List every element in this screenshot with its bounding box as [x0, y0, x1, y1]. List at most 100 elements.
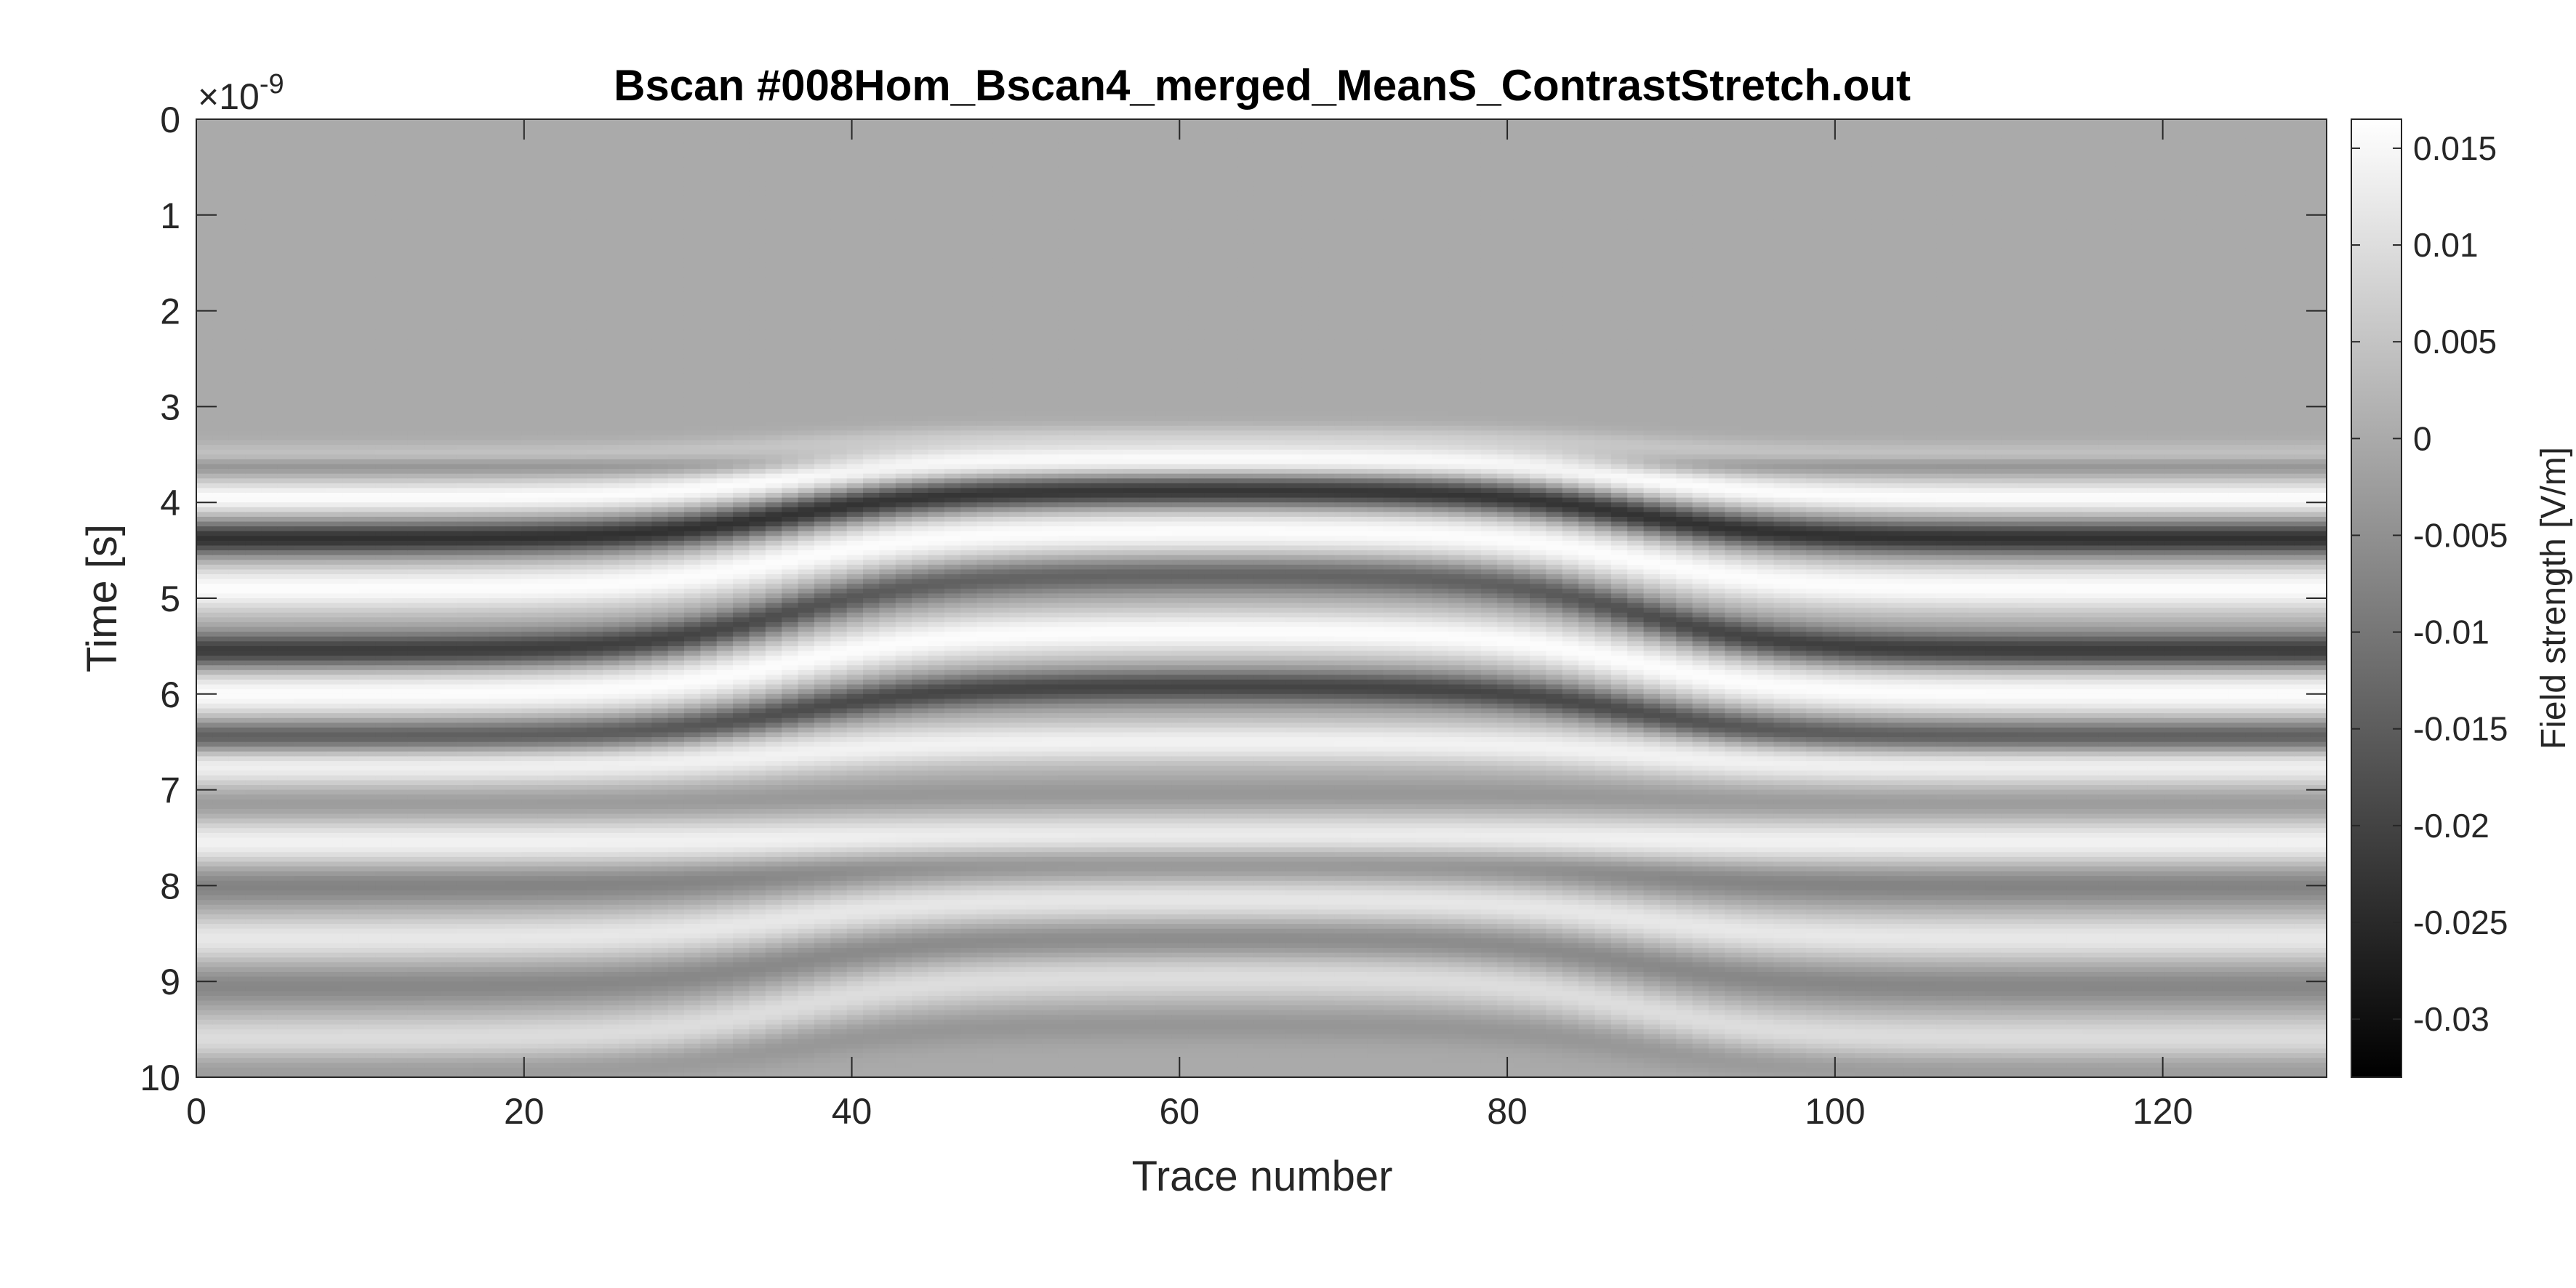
heatmap-cell	[586, 516, 603, 523]
heatmap-cell	[342, 746, 360, 752]
heatmap-cell	[570, 818, 587, 824]
heatmap-cell	[521, 483, 539, 489]
heatmap-cell	[586, 243, 603, 249]
heatmap-cell	[212, 823, 230, 829]
heatmap-cell	[228, 1005, 246, 1011]
heatmap-cell	[424, 142, 441, 149]
heatmap-cell	[294, 584, 311, 589]
heatmap-cell	[212, 621, 230, 628]
heatmap-cell	[554, 986, 571, 991]
heatmap-cell	[358, 808, 376, 815]
heatmap-cell	[228, 842, 246, 848]
heatmap-cell	[326, 900, 343, 906]
heatmap-cell	[440, 153, 457, 158]
heatmap-cell	[358, 564, 376, 571]
heatmap-cell	[375, 727, 392, 733]
heatmap-cell	[407, 196, 425, 201]
heatmap-cell	[456, 459, 473, 465]
heatmap-cell	[196, 449, 213, 455]
heatmap-cell	[407, 588, 425, 595]
heatmap-cell	[212, 981, 230, 987]
heatmap-cell	[196, 895, 213, 901]
heatmap-cell	[473, 991, 490, 997]
heatmap-cell	[570, 1015, 587, 1021]
heatmap-cell	[326, 1043, 343, 1050]
heatmap-cell	[391, 129, 409, 134]
heatmap-cell	[521, 177, 539, 182]
heatmap-cell	[212, 770, 230, 776]
heatmap-cell	[261, 224, 278, 230]
heatmap-cell	[473, 507, 490, 512]
heatmap-cell	[212, 660, 230, 666]
heatmap-cell	[310, 656, 327, 661]
heatmap-cell	[212, 693, 230, 699]
heatmap-cell	[196, 153, 213, 158]
heatmap-cell	[310, 564, 327, 571]
heatmap-cell	[326, 301, 343, 307]
heatmap-cell	[196, 1000, 213, 1006]
heatmap-cell	[537, 1043, 555, 1050]
heatmap-cell	[521, 531, 539, 536]
heatmap-cell	[554, 545, 571, 551]
heatmap-cell	[554, 904, 571, 910]
heatmap-cell	[537, 449, 555, 455]
heatmap-cell	[245, 1000, 262, 1006]
heatmap-cell	[326, 425, 343, 431]
heatmap-cell	[570, 277, 587, 283]
heatmap-cell	[326, 665, 343, 671]
heatmap-cell	[212, 651, 230, 656]
heatmap-cell	[326, 924, 343, 930]
heatmap-cell	[424, 837, 441, 843]
heatmap-cell	[391, 320, 409, 326]
heatmap-cell	[407, 210, 425, 216]
heatmap-cell	[407, 765, 425, 771]
heatmap-cell	[310, 866, 327, 872]
heatmap-cell	[196, 1063, 213, 1068]
heatmap-cell	[537, 785, 555, 791]
heatmap-cell	[489, 732, 506, 738]
heatmap-cell	[310, 310, 327, 316]
heatmap-cell	[310, 699, 327, 704]
heatmap-cell	[489, 253, 506, 259]
heatmap-cell	[407, 991, 425, 997]
heatmap-cell	[489, 516, 506, 523]
heatmap-cell	[212, 329, 230, 336]
heatmap-cell	[261, 325, 278, 331]
heatmap-cell	[277, 201, 294, 206]
heatmap-cell	[326, 220, 343, 225]
heatmap-cell	[375, 780, 392, 786]
heatmap-cell	[212, 377, 230, 384]
heatmap-cell	[537, 214, 555, 220]
heatmap-cell	[196, 536, 213, 542]
heatmap-cell	[456, 741, 473, 747]
heatmap-cell	[212, 680, 230, 685]
heatmap-cell	[586, 234, 603, 240]
heatmap-cell	[554, 669, 571, 676]
heatmap-cell	[489, 737, 506, 743]
heatmap-cell	[294, 717, 311, 723]
heatmap-cell	[440, 972, 457, 978]
heatmap-cell	[424, 981, 441, 987]
heatmap-cell	[489, 473, 506, 479]
heatmap-cell	[570, 253, 587, 259]
heatmap-cell	[261, 210, 278, 216]
heatmap-cell	[521, 507, 539, 512]
heatmap-cell	[489, 1034, 506, 1039]
heatmap-cell	[212, 483, 230, 489]
heatmap-cell	[326, 473, 343, 479]
heatmap-cell	[554, 852, 571, 858]
heatmap-cell	[261, 880, 278, 886]
heatmap-cell	[326, 608, 343, 613]
heatmap-cell	[196, 258, 213, 264]
heatmap-cell	[196, 617, 213, 623]
heatmap-cell	[228, 967, 246, 973]
heatmap-cell	[310, 291, 327, 297]
heatmap-cell	[196, 248, 213, 254]
heatmap-cell	[473, 315, 490, 321]
heatmap-cell	[554, 301, 571, 307]
heatmap-cell	[440, 550, 457, 556]
heatmap-cell	[440, 445, 457, 451]
heatmap-cell	[228, 1024, 246, 1030]
heatmap-cell	[489, 262, 506, 268]
